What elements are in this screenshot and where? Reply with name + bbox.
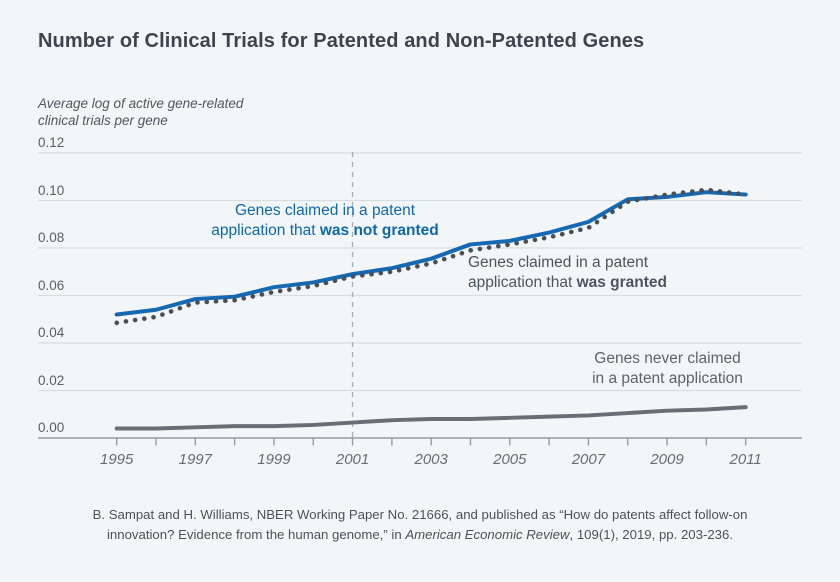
citation-text-1: B. Sampat and H. Williams, NBER Working … [92, 507, 748, 542]
annotation-never-claimed: Genes never claimed in a patent applicat… [560, 349, 775, 389]
annotation-never-claimed-line1: Genes never claimed [594, 350, 741, 367]
series-line-not-granted [114, 190, 748, 317]
annotation-granted-line1: Genes claimed in a patent [468, 254, 649, 271]
y-axis-title-line1: Average log of active gene-related [38, 96, 244, 111]
x-tick-label: 1995 [100, 451, 134, 468]
x-tick-label: 1999 [257, 451, 291, 468]
annotation-granted-line2: application that was granted [468, 274, 668, 291]
annotation-not-granted: Genes claimed in a patent application th… [185, 201, 465, 241]
annotation-never-claimed-line2: in a patent application [592, 370, 743, 387]
y-tick-label: 0.12 [38, 135, 65, 150]
y-tick-label: 0.00 [38, 420, 65, 435]
citation-journal: American Economic Review [405, 527, 570, 542]
x-tick-label: 2001 [335, 451, 370, 468]
y-tick-label: 0.02 [38, 372, 65, 388]
y-tick-label: 0.08 [38, 230, 65, 245]
y-tick-label: 0.06 [38, 277, 65, 293]
x-tick-label: 1997 [178, 451, 212, 468]
page-title: Number of Clinical Trials for Patented a… [38, 30, 645, 52]
x-tick-label: 2007 [571, 451, 606, 468]
citation-text-2: , 109(1), 2019, pp. 203-236. [569, 527, 734, 542]
x-tick-label: 2011 [729, 451, 762, 468]
x-tick-label: 2009 [650, 451, 684, 468]
x-tick-label: 2003 [414, 451, 448, 468]
annotation-granted: Genes claimed in a patent application th… [468, 253, 708, 293]
y-tick-label: 0.04 [38, 325, 65, 340]
y-axis-title: Average log of active gene-related clini… [38, 95, 358, 129]
citation: B. Sampat and H. Williams, NBER Working … [60, 505, 780, 545]
annotation-not-granted-line1: Genes claimed in a patent [234, 202, 416, 219]
series-line-never-claimed [114, 405, 748, 431]
y-axis-title-line2: clinical trials per gene [38, 113, 168, 128]
annotation-not-granted-line2: application that was not granted [211, 222, 439, 239]
y-tick-label: 0.10 [38, 182, 65, 198]
x-tick-label: 2005 [493, 451, 527, 468]
